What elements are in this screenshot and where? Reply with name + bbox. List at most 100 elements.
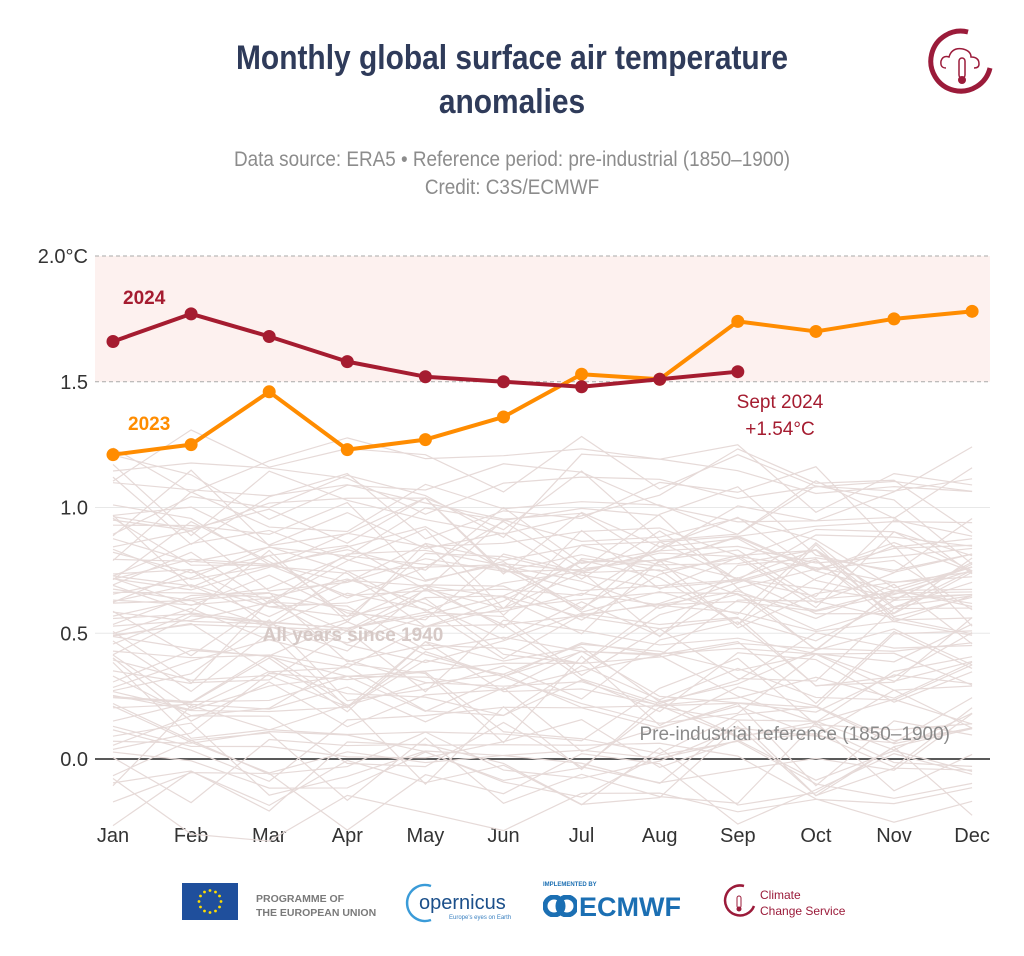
c3s-corner-logo	[928, 28, 993, 94]
data-point-2023	[731, 314, 745, 328]
background-year-line	[112, 622, 973, 705]
eu-star	[203, 909, 206, 913]
eu-programme-label: PROGRAMME OF THE EUROPEAN UNION	[256, 893, 377, 919]
background-year-line	[112, 584, 973, 665]
background-year-line	[112, 621, 973, 691]
background-year-line	[112, 583, 973, 660]
data-point-2024	[731, 365, 745, 379]
data-point-2023	[184, 438, 198, 452]
background-year-line	[112, 671, 973, 755]
data-point-2023	[340, 443, 354, 457]
background-year-line	[112, 519, 973, 597]
data-point-2024	[497, 375, 510, 389]
background-year-line	[112, 528, 973, 610]
data-point-2023	[497, 410, 510, 424]
background-year-line	[112, 652, 973, 717]
background-year-line	[112, 558, 973, 641]
background-year-line	[112, 686, 973, 753]
x-tick-label: Jan	[97, 825, 129, 847]
eu-star	[214, 890, 217, 894]
x-tick-label: Sep	[720, 825, 756, 847]
c3s-label: Climate Change Service	[760, 888, 846, 918]
background-year-line	[112, 462, 973, 515]
copernicus-logo: opernicus Europe's eyes on Earth	[405, 882, 515, 924]
eu-star	[208, 911, 212, 914]
background-year-line	[112, 517, 973, 604]
background-year-line	[112, 641, 973, 708]
background-year-line	[112, 542, 973, 623]
background-year-line	[112, 448, 973, 537]
background-year-line	[112, 506, 973, 581]
background-year-line	[112, 705, 973, 774]
background-year-line	[112, 706, 973, 789]
background-year-line	[112, 699, 973, 787]
eu-star	[199, 894, 202, 898]
x-tick-label: Aug	[642, 825, 678, 847]
background-year-line	[112, 588, 973, 665]
x-tick-label: Jul	[569, 825, 595, 847]
y-tick-label: 1.5	[60, 372, 88, 394]
background-year-line	[112, 497, 973, 575]
y-tick-label: 0.0	[60, 749, 88, 771]
data-point-2023	[809, 324, 823, 338]
y-tick-label: 1.0	[60, 498, 88, 520]
background-year-line	[112, 731, 973, 799]
x-tick-label: Oct	[800, 825, 832, 847]
background-year-line	[112, 571, 973, 636]
background-year-line	[112, 599, 973, 687]
background-year-line	[112, 453, 973, 539]
x-tick-label: Jun	[487, 825, 519, 847]
eu-star	[218, 905, 221, 909]
background-year-line	[112, 593, 973, 645]
background-year-line	[112, 553, 973, 638]
eu-star	[214, 909, 217, 913]
data-point-2024	[418, 370, 432, 384]
highlight-band	[95, 256, 990, 382]
background-year-line	[112, 725, 973, 805]
ecmwf-logo: IMPLEMENTED BY ECMWF	[543, 882, 681, 922]
series-line-2023	[112, 309, 973, 457]
background-year-line	[112, 467, 973, 547]
background-year-line	[112, 429, 973, 493]
background-year-line	[112, 437, 973, 513]
reference-label: Pre-industrial reference (1850–1900)	[639, 724, 950, 745]
background-year-line	[112, 466, 973, 548]
data-point-2024	[340, 355, 354, 369]
background-year-line	[112, 746, 973, 827]
eu-star	[219, 900, 223, 903]
line-chart: 0.0 0.5 1.0 1.5 2.0°C Jan Feb Mar Apr May Jun Jul Au…	[38, 246, 990, 847]
eu-flag-icon	[182, 883, 238, 920]
background-year-line	[112, 520, 973, 609]
data-point-2024	[106, 335, 120, 349]
eu-star	[203, 890, 206, 894]
background-year-line	[112, 617, 973, 702]
x-tick-label: Mar	[252, 825, 287, 847]
x-tick-label: Apr	[332, 825, 363, 847]
background-year-line	[112, 535, 973, 617]
y-tick-label: 0.5	[60, 623, 88, 645]
background-year-line	[112, 778, 973, 842]
background-year-line	[112, 628, 973, 713]
series-label-2024: 2024	[123, 288, 166, 309]
background-year-line	[112, 566, 973, 652]
background-year-line	[112, 619, 973, 693]
x-tick-label: Feb	[174, 825, 208, 847]
data-point-2024	[653, 372, 667, 386]
background-year-line	[112, 654, 973, 728]
data-point-2023	[418, 433, 432, 447]
background-year-line	[112, 630, 973, 708]
background-year-line	[112, 741, 973, 823]
series-label-2023: 2023	[128, 414, 170, 435]
background-year-line	[112, 753, 973, 831]
data-point-2023	[262, 385, 276, 399]
data-point-2023	[106, 448, 120, 462]
background-year-line	[112, 655, 973, 744]
footer-logos: PROGRAMME OF THE EUROPEAN UNION opernicus…	[0, 880, 1024, 925]
data-point-2023	[887, 312, 901, 326]
data-point-2024	[184, 307, 198, 321]
c3s-logo-icon	[723, 884, 756, 917]
sept-annotation-value: +1.54°C	[745, 419, 814, 440]
chart-title: Monthly global surface air temperature an…	[235, 39, 788, 121]
background-year-line	[112, 482, 973, 563]
eu-star	[208, 889, 212, 892]
